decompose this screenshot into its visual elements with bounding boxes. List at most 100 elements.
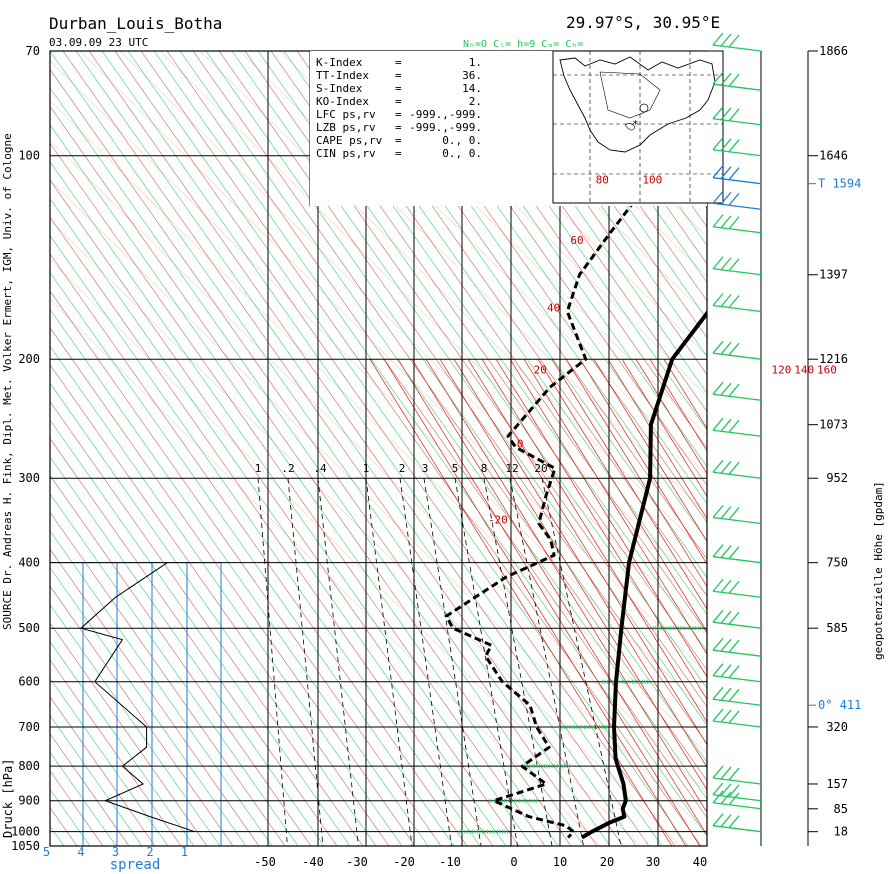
- isotherm-line-red: [369, 359, 673, 846]
- wind-barb-shaft: [712, 621, 762, 629]
- isotherm-line-red: [551, 359, 707, 610]
- wind-barb-shaft: [712, 304, 762, 313]
- wind-barb-flag: [728, 710, 740, 724]
- dry-adiabat-line: [101, 51, 663, 846]
- mixing-ratio-label: 5: [452, 462, 459, 475]
- saturation-adiabat-line: [50, 290, 442, 846]
- wind-barb-flag: [728, 258, 740, 272]
- wind-barb-flag: [712, 578, 724, 592]
- wind-barb: [712, 137, 762, 157]
- spread-tick-label: 2: [146, 845, 153, 859]
- pressure-tick-label: 300: [18, 471, 40, 485]
- isotherm-label: 0: [517, 437, 524, 450]
- isotherm-label: 160: [817, 364, 837, 377]
- dry-adiabat-line: [153, 51, 707, 837]
- wind-barb: [712, 190, 762, 210]
- isotherm-line-red: [621, 359, 707, 497]
- wind-barb-shaft: [712, 720, 762, 728]
- wind-barb: [712, 782, 762, 802]
- saturation-adiabat-line: [50, 401, 364, 846]
- wind-barb-flag: [720, 709, 732, 723]
- dry-adiabat-line: [75, 51, 637, 846]
- height-tick-label: 1073: [819, 418, 848, 432]
- wind-barb: [712, 578, 762, 598]
- index-label: CIN ps,rv: [316, 147, 376, 160]
- wind-barb: [712, 256, 762, 276]
- index-value: -999.,-999.: [409, 121, 482, 134]
- index-eq: =: [395, 82, 402, 95]
- spread-tick-label: 1: [181, 845, 188, 859]
- dry-adiabat-line: [50, 604, 221, 846]
- wind-barb-flag: [712, 106, 724, 120]
- wind-barb-flag: [712, 609, 724, 623]
- saturation-adiabat-line: [50, 585, 234, 846]
- dry-adiabat-line: [882, 51, 888, 846]
- wind-barb: [712, 340, 762, 360]
- wind-barb: [712, 637, 762, 657]
- dry-adiabat-line: [127, 51, 689, 846]
- dry-adiabat-line: [50, 308, 429, 846]
- wind-barb-shaft: [712, 516, 762, 525]
- isotherm-line-red: [593, 359, 707, 543]
- index-label: S-Index: [316, 82, 363, 95]
- wind-barb-flag: [720, 107, 732, 121]
- wind-barb-flag: [728, 108, 740, 122]
- wind-barb-flag: [728, 688, 740, 702]
- height-tick-label: 1216: [819, 352, 848, 366]
- wind-barb-flag: [728, 767, 740, 781]
- wind-barb-flag: [712, 381, 724, 395]
- locator-map: [552, 50, 724, 204]
- swaziland-outline: [639, 103, 649, 113]
- spread-tick-label: 5: [43, 845, 50, 859]
- wind-barb-flag: [728, 639, 740, 653]
- wind-barb: [712, 790, 762, 810]
- wind-barb-flag: [712, 32, 724, 46]
- saturation-adiabat-line: [50, 659, 182, 846]
- spread-axis-title: spread: [110, 857, 161, 873]
- isotherm-line-red: [537, 359, 707, 633]
- index-eq: =: [395, 121, 402, 134]
- saturation-adiabat-line: [50, 622, 208, 846]
- temperature-tick-label: -30: [346, 855, 368, 869]
- wind-barb-flag: [712, 214, 724, 228]
- mixing-ratio-label: 12: [505, 462, 518, 475]
- index-label: CAPE ps,rv: [316, 134, 383, 147]
- mixing-ratio-label: .4: [313, 462, 327, 475]
- dry-adiabat-line: [726, 51, 888, 846]
- isotherm-line-red: [565, 359, 707, 588]
- isotherm-line-red: [467, 359, 707, 746]
- saturation-adiabat-line: [50, 179, 520, 846]
- temperature-tick-label: 20: [600, 855, 614, 869]
- temperature-tick-label: -10: [439, 855, 461, 869]
- wind-barb: [712, 505, 762, 525]
- wind-barb-flag: [728, 216, 740, 230]
- isotherm-label: 60: [570, 234, 583, 247]
- isotherm-label: 40: [547, 301, 560, 314]
- isotherm-line-red: [523, 359, 707, 656]
- wind-barb-flag: [720, 294, 732, 307]
- temperature-tick-label: 30: [646, 855, 660, 869]
- wind-barb-flag: [720, 257, 732, 271]
- pressure-tick-label: 500: [18, 621, 40, 635]
- wind-barb-shaft: [712, 202, 762, 210]
- saturation-adiabat-line: [50, 474, 312, 846]
- wind-barb-shaft: [712, 268, 762, 276]
- wind-barb-flag: [728, 784, 740, 798]
- wind-barb-flag: [720, 664, 732, 678]
- wind-barb-flag: [720, 766, 732, 780]
- wind-barb-flag: [728, 342, 740, 356]
- wind-barb-flag: [728, 192, 740, 206]
- height-tick-label: 1397: [819, 268, 848, 282]
- dry-adiabat-line: [856, 51, 888, 846]
- saturation-adiabat-line: [50, 216, 494, 846]
- special-level-label: T 1594: [818, 177, 861, 191]
- wind-barb-flag: [712, 708, 724, 722]
- index-value: 14.: [462, 82, 482, 95]
- isotherm-line-red: [495, 359, 707, 701]
- saturation-adiabat-line: [166, 51, 707, 819]
- dry-adiabat-line: [50, 124, 559, 846]
- wind-barb-flag: [720, 545, 732, 559]
- dry-adiabat-line: [50, 567, 247, 846]
- pressure-tick-label: 700: [18, 720, 40, 734]
- saturation-adiabat-line: [140, 51, 702, 846]
